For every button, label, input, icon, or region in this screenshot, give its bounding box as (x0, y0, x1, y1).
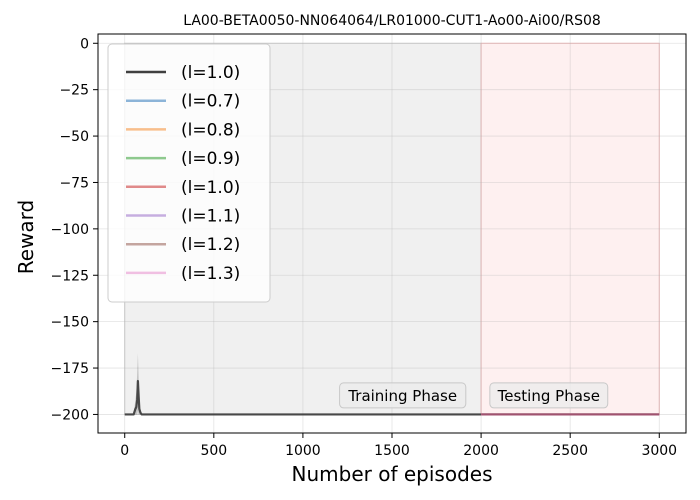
chart-title: LA00-BETA0050-NN064064/LR01000-CUT1-Ao00… (183, 13, 601, 29)
y-tick-label: −100 (51, 222, 89, 238)
region-testing-phase (480, 42, 660, 415)
x-tick-label: 0 (120, 443, 129, 459)
phase-label: Testing Phase (497, 387, 600, 405)
x-tick-label: 1500 (374, 443, 410, 459)
legend-label: (l=1.3) (181, 264, 240, 284)
legend-label: (l=0.9) (181, 149, 240, 169)
y-tick-label: −200 (51, 407, 89, 423)
legend: (l=1.0) (l=0.7) (l=0.8) (l=0.9) (l=1.0) (l=1.… (107, 43, 271, 303)
legend-label: (l=0.7) (181, 92, 240, 112)
y-tick-label: −125 (51, 268, 89, 284)
legend-label: (l=1.2) (181, 235, 240, 255)
legend-label: (l=1.0) (181, 63, 240, 83)
x-axis-ticks: 0 500 1000 1500 2000 2500 3000 (120, 433, 677, 459)
y-tick-label: −150 (51, 315, 89, 331)
y-tick-label: −25 (59, 83, 89, 99)
y-axis-label: Reward (14, 200, 38, 274)
legend-label: (l=1.0) (181, 178, 240, 198)
x-tick-label: 500 (200, 443, 227, 459)
x-tick-label: 3000 (641, 443, 677, 459)
phase-label: Training Phase (347, 387, 457, 405)
x-tick-label: 2500 (552, 443, 588, 459)
legend-box (107, 43, 271, 303)
phase-labels: Training Phase Testing Phase (339, 382, 609, 409)
legend-label: (l=1.1) (181, 207, 240, 227)
series-lines (124, 379, 660, 416)
y-tick-label: −75 (59, 175, 89, 191)
y-tick-label: −175 (51, 361, 89, 377)
x-tick-label: 1000 (285, 443, 321, 459)
y-axis-ticks: 0 −25 −50 −75 −100 −125 −150 −175 −200 (51, 36, 98, 423)
phase-label-box (339, 382, 467, 409)
y-tick-label: −50 (59, 129, 89, 145)
x-tick-label: 2000 (463, 443, 499, 459)
series-line-0 (124, 379, 482, 416)
phase-regions (124, 42, 660, 415)
x-axis-label: Number of episodes (292, 462, 493, 486)
phase-label-box (489, 382, 609, 409)
legend-label: (l=0.8) (181, 120, 240, 140)
y-tick-label: 0 (80, 36, 89, 52)
